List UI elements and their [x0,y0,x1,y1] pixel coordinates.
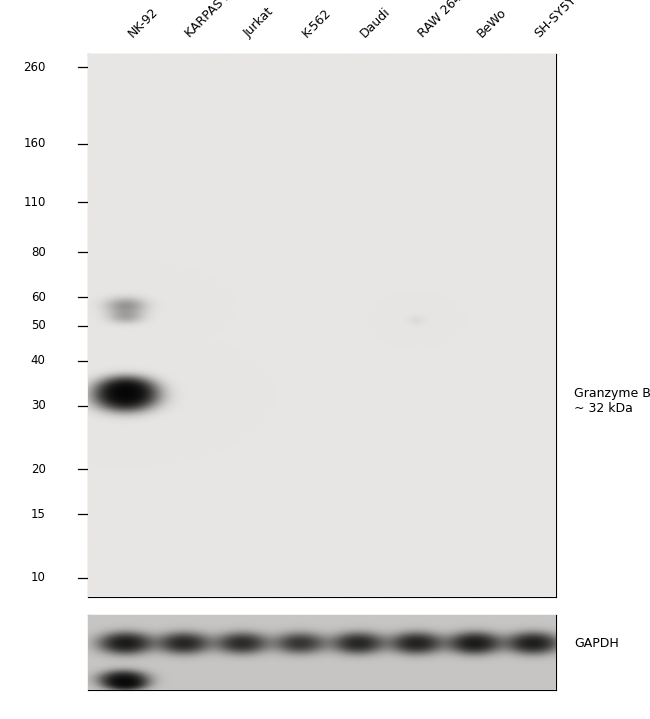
Text: 160: 160 [23,137,46,150]
Text: 110: 110 [23,196,46,209]
Text: 20: 20 [31,463,46,476]
Text: RAW 264.7: RAW 264.7 [416,0,473,40]
Text: K-562: K-562 [300,6,333,40]
Text: Granzyme B
~ 32 kDa: Granzyme B ~ 32 kDa [575,387,650,415]
Text: 10: 10 [31,572,46,585]
Text: GAPDH: GAPDH [575,637,619,650]
Text: 60: 60 [31,290,46,303]
Text: 30: 30 [31,399,46,412]
Text: 80: 80 [31,246,46,259]
Text: 15: 15 [31,508,46,521]
Text: Jurkat: Jurkat [242,6,276,40]
Text: BeWo: BeWo [474,6,508,40]
Text: NK-92: NK-92 [125,5,160,40]
Text: KARPAS 299: KARPAS 299 [183,0,246,40]
Text: 260: 260 [23,61,46,74]
Text: SH-SY5Y: SH-SY5Y [532,0,579,40]
Text: 40: 40 [31,354,46,367]
Text: 50: 50 [31,319,46,332]
Text: Daudi: Daudi [358,5,393,40]
